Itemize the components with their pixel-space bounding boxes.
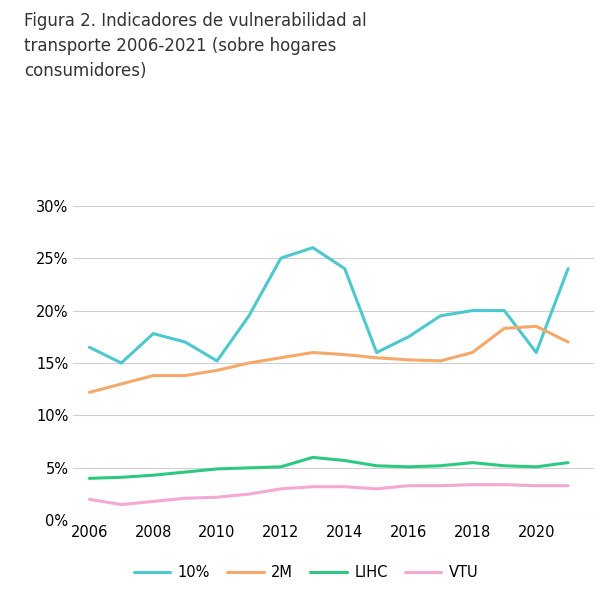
LIHC — [118, 474, 125, 481]
2M — [118, 381, 125, 388]
VTU — [532, 482, 540, 489]
2M — [341, 351, 348, 358]
2M — [86, 389, 93, 396]
LIHC — [373, 462, 380, 469]
10% — [214, 358, 221, 365]
VTU — [373, 485, 380, 492]
10% — [86, 344, 93, 351]
VTU — [86, 495, 93, 503]
LIHC — [182, 468, 189, 476]
2M — [437, 358, 444, 365]
10% — [309, 244, 316, 251]
VTU — [214, 494, 221, 501]
VTU — [341, 483, 348, 491]
LIHC — [149, 471, 157, 479]
VTU — [405, 482, 412, 489]
Line: 10%: 10% — [89, 247, 568, 363]
Line: LIHC: LIHC — [89, 457, 568, 479]
VTU — [564, 482, 572, 489]
VTU — [245, 491, 253, 498]
10% — [341, 265, 348, 272]
2M — [214, 367, 221, 374]
10% — [532, 349, 540, 356]
LIHC — [341, 457, 348, 464]
10% — [501, 307, 508, 314]
VTU — [118, 501, 125, 508]
2M — [309, 349, 316, 356]
Line: VTU: VTU — [89, 485, 568, 505]
10% — [277, 255, 285, 262]
10% — [469, 307, 476, 314]
10% — [564, 265, 572, 272]
LIHC — [532, 463, 540, 471]
10% — [373, 349, 380, 356]
2M — [564, 338, 572, 345]
2M — [277, 354, 285, 361]
2M — [469, 349, 476, 356]
VTU — [309, 483, 316, 491]
VTU — [277, 485, 285, 492]
VTU — [501, 481, 508, 488]
LIHC — [405, 463, 412, 471]
10% — [245, 312, 253, 319]
2M — [532, 322, 540, 330]
2M — [373, 354, 380, 361]
LIHC — [86, 475, 93, 482]
LIHC — [277, 463, 285, 471]
2M — [149, 372, 157, 379]
Line: 2M: 2M — [89, 326, 568, 393]
LIHC — [437, 462, 444, 469]
VTU — [469, 481, 476, 488]
VTU — [182, 495, 189, 502]
VTU — [149, 498, 157, 505]
LIHC — [469, 459, 476, 466]
2M — [501, 325, 508, 332]
2M — [182, 372, 189, 379]
10% — [118, 359, 125, 367]
LIHC — [214, 465, 221, 473]
LIHC — [501, 462, 508, 469]
LIHC — [564, 459, 572, 466]
10% — [182, 338, 189, 345]
VTU — [437, 482, 444, 489]
LIHC — [309, 454, 316, 461]
10% — [405, 333, 412, 341]
Legend: 10%, 2M, LIHC, VTU: 10%, 2M, LIHC, VTU — [128, 559, 484, 586]
2M — [405, 356, 412, 364]
10% — [437, 312, 444, 319]
10% — [149, 330, 157, 337]
LIHC — [245, 464, 253, 471]
Text: Figura 2. Indicadores de vulnerabilidad al
transporte 2006-2021 (sobre hogares
c: Figura 2. Indicadores de vulnerabilidad … — [24, 12, 367, 80]
2M — [245, 359, 253, 367]
